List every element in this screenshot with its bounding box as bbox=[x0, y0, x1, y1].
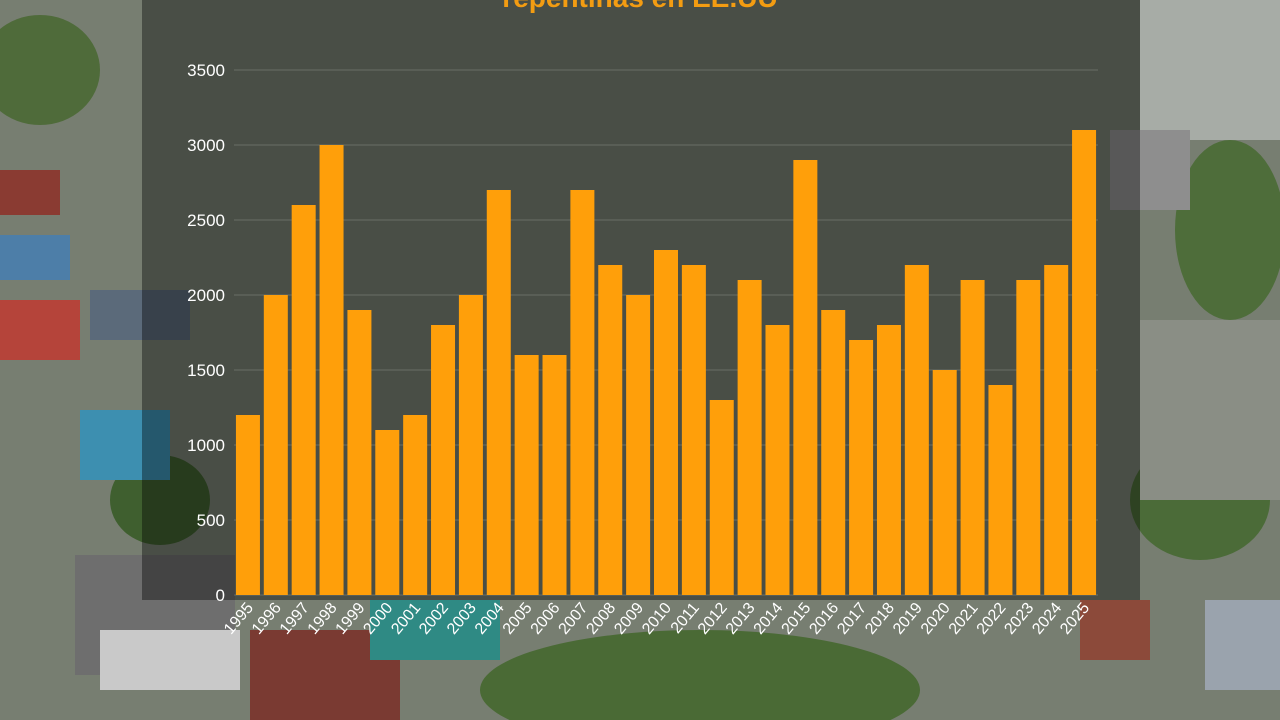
bar-2009 bbox=[626, 295, 651, 595]
x-tick-label: 2014 bbox=[751, 600, 787, 638]
bar-2006 bbox=[542, 355, 567, 595]
x-tick-label: 1999 bbox=[333, 600, 369, 638]
x-tick-label: 2018 bbox=[862, 600, 898, 638]
bar-2007 bbox=[570, 190, 595, 595]
x-tick-label: 1995 bbox=[221, 600, 257, 638]
bar-2005 bbox=[514, 355, 539, 595]
bar-2012 bbox=[709, 400, 734, 595]
bar-2021 bbox=[960, 280, 985, 595]
y-tick-label: 2000 bbox=[187, 286, 225, 305]
x-tick-label: 2011 bbox=[668, 600, 703, 637]
bar-1997 bbox=[291, 205, 316, 595]
bar-2017 bbox=[849, 340, 874, 595]
x-tick-label: 2010 bbox=[639, 600, 675, 638]
x-tick-label: 2019 bbox=[890, 600, 926, 638]
x-tick-label: 1998 bbox=[305, 600, 341, 638]
x-tick-label: 2000 bbox=[360, 600, 396, 638]
bar-2020 bbox=[932, 370, 957, 595]
y-tick-label: 3000 bbox=[187, 136, 225, 155]
bar-2010 bbox=[654, 250, 678, 595]
x-tick-label: 2016 bbox=[806, 600, 842, 638]
bar-2015 bbox=[793, 160, 818, 595]
x-tick-label: 2015 bbox=[779, 600, 815, 638]
bars bbox=[235, 130, 1097, 595]
chart-title: repentinas en EE.UU bbox=[0, 0, 1280, 14]
bar-2011 bbox=[681, 265, 706, 595]
bar-2023 bbox=[1016, 280, 1041, 595]
bar-2025 bbox=[1072, 130, 1097, 595]
x-tick-label: 2005 bbox=[500, 600, 536, 638]
x-axis-ticks: 1995199619971998199920002001200220032004… bbox=[221, 600, 1093, 638]
bar-1996 bbox=[263, 295, 288, 595]
y-tick-label: 3500 bbox=[187, 61, 225, 80]
bar-2013 bbox=[737, 280, 762, 595]
bar-2001 bbox=[403, 415, 428, 595]
bar-2018 bbox=[876, 325, 901, 595]
y-tick-label: 1500 bbox=[187, 361, 225, 380]
y-tick-label: 500 bbox=[197, 511, 225, 530]
y-tick-label: 2500 bbox=[187, 211, 225, 230]
x-tick-label: 2020 bbox=[918, 600, 954, 638]
x-tick-label: 2022 bbox=[974, 600, 1010, 638]
x-tick-label: 2001 bbox=[388, 600, 424, 638]
x-tick-label: 1996 bbox=[249, 600, 285, 638]
x-tick-label: 2008 bbox=[583, 600, 619, 638]
x-tick-label: 2021 bbox=[946, 600, 982, 638]
bar-2004 bbox=[486, 190, 511, 595]
bar-2022 bbox=[988, 385, 1013, 595]
x-tick-label: 2025 bbox=[1057, 600, 1093, 638]
bar-2024 bbox=[1044, 265, 1069, 595]
bar-2016 bbox=[821, 310, 846, 595]
x-tick-label: 2023 bbox=[1001, 600, 1037, 638]
x-tick-label: 2003 bbox=[444, 600, 480, 638]
x-tick-label: 2002 bbox=[416, 600, 452, 638]
x-tick-label: 2009 bbox=[611, 600, 647, 638]
bar-2019 bbox=[904, 265, 929, 595]
x-tick-label: 1997 bbox=[277, 600, 313, 638]
y-tick-label: 0 bbox=[216, 586, 225, 605]
y-tick-label: 1000 bbox=[187, 436, 225, 455]
bar-2014 bbox=[765, 325, 790, 595]
x-tick-label: 2004 bbox=[472, 600, 508, 638]
bar-2002 bbox=[431, 325, 456, 595]
bar-2003 bbox=[458, 295, 483, 595]
x-tick-label: 2017 bbox=[834, 600, 870, 638]
bar-2008 bbox=[598, 265, 623, 595]
bar-1999 bbox=[347, 310, 372, 595]
y-axis-ticks: 0 500 1000 1500 2000 2500 3000 3500 bbox=[187, 61, 225, 605]
x-tick-label: 2024 bbox=[1029, 600, 1065, 638]
bar-2000 bbox=[375, 430, 400, 595]
x-tick-label: 2006 bbox=[528, 600, 564, 638]
x-tick-label: 2013 bbox=[723, 600, 759, 638]
bar-1995 bbox=[235, 415, 260, 595]
x-tick-label: 2012 bbox=[695, 600, 731, 638]
bar-1998 bbox=[319, 145, 344, 595]
x-tick-label: 2007 bbox=[556, 600, 592, 638]
